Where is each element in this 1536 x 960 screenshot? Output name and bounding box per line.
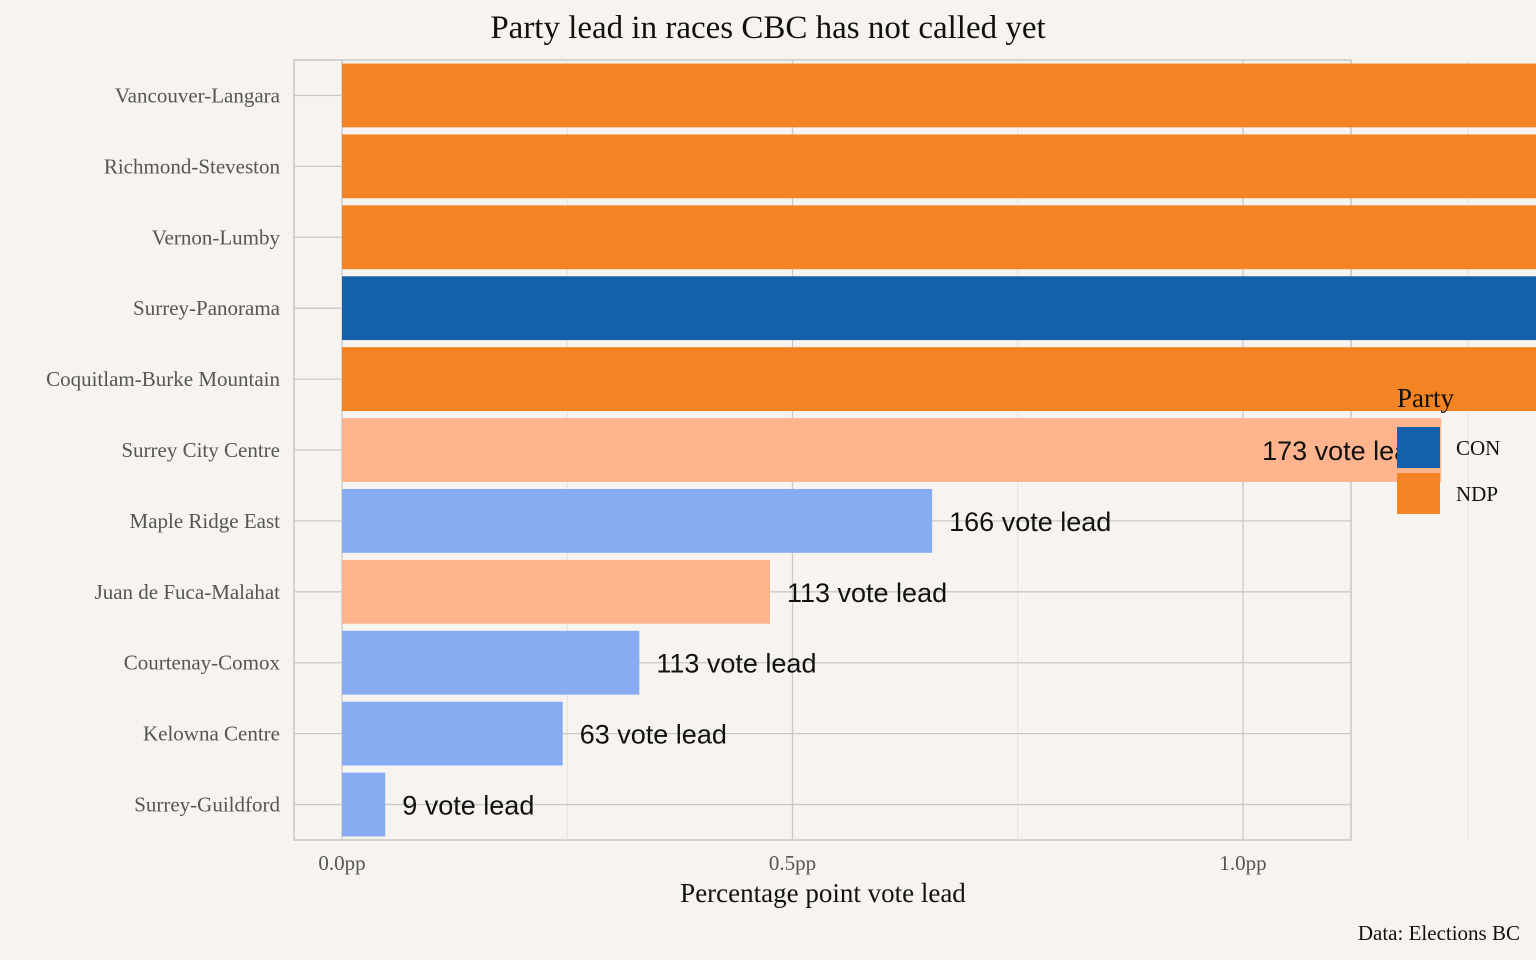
category-labels: Vancouver-Langara Richmond-Steveston Verno… [46,83,281,816]
bar-labels: 370 vote lead475 vote lead488 vote lead2… [402,436,1424,821]
bar [342,772,386,837]
category-label: Surrey-Guildford [134,793,280,817]
bars [342,63,1536,837]
x-tick-label: 0.0pp [318,851,365,875]
bar [342,205,1536,270]
x-tick-label: 0.5pp [769,851,816,875]
legend-swatch-con [1397,427,1440,468]
x-axis-title: Percentage point vote lead [680,878,966,908]
category-label: Juan de Fuca-Malahat [95,580,281,604]
bar [342,630,640,695]
bar-label: 113 vote lead [656,649,816,679]
category-label: Courtenay-Comox [124,651,281,675]
bar-label: 113 vote lead [787,578,947,608]
category-label: Surrey City Centre [121,438,280,462]
category-label: Richmond-Steveston [104,154,281,178]
bar [342,418,1442,482]
bar-label: 166 vote lead [949,507,1111,537]
bar [342,559,770,624]
category-label: Surrey-Panorama [133,296,281,320]
bar-label: 63 vote lead [580,720,727,750]
bar [342,276,1536,341]
legend-label-con: CON [1456,436,1500,460]
legend-title: Party [1397,383,1454,413]
category-label: Coquitlam-Burke Mountain [46,367,280,391]
category-label: Kelowna Centre [143,722,280,746]
category-label: Maple Ridge East [130,509,281,533]
legend-label-ndp: NDP [1456,482,1498,506]
category-label: Vancouver-Langara [115,83,281,107]
bar [342,134,1536,199]
x-tick-label: 1.0pp [1219,851,1266,875]
legend: Party CON NDP [1397,383,1500,514]
bar [342,701,563,766]
chart-title: Party lead in races CBC has not called y… [490,10,1045,46]
category-label: Vernon-Lumby [152,225,281,249]
bar-label: 9 vote lead [402,791,534,821]
legend-swatch-ndp [1397,473,1440,514]
caption: Data: Elections BC [1358,921,1520,945]
bar [342,347,1536,411]
bar [342,63,1536,128]
bar [342,489,933,553]
